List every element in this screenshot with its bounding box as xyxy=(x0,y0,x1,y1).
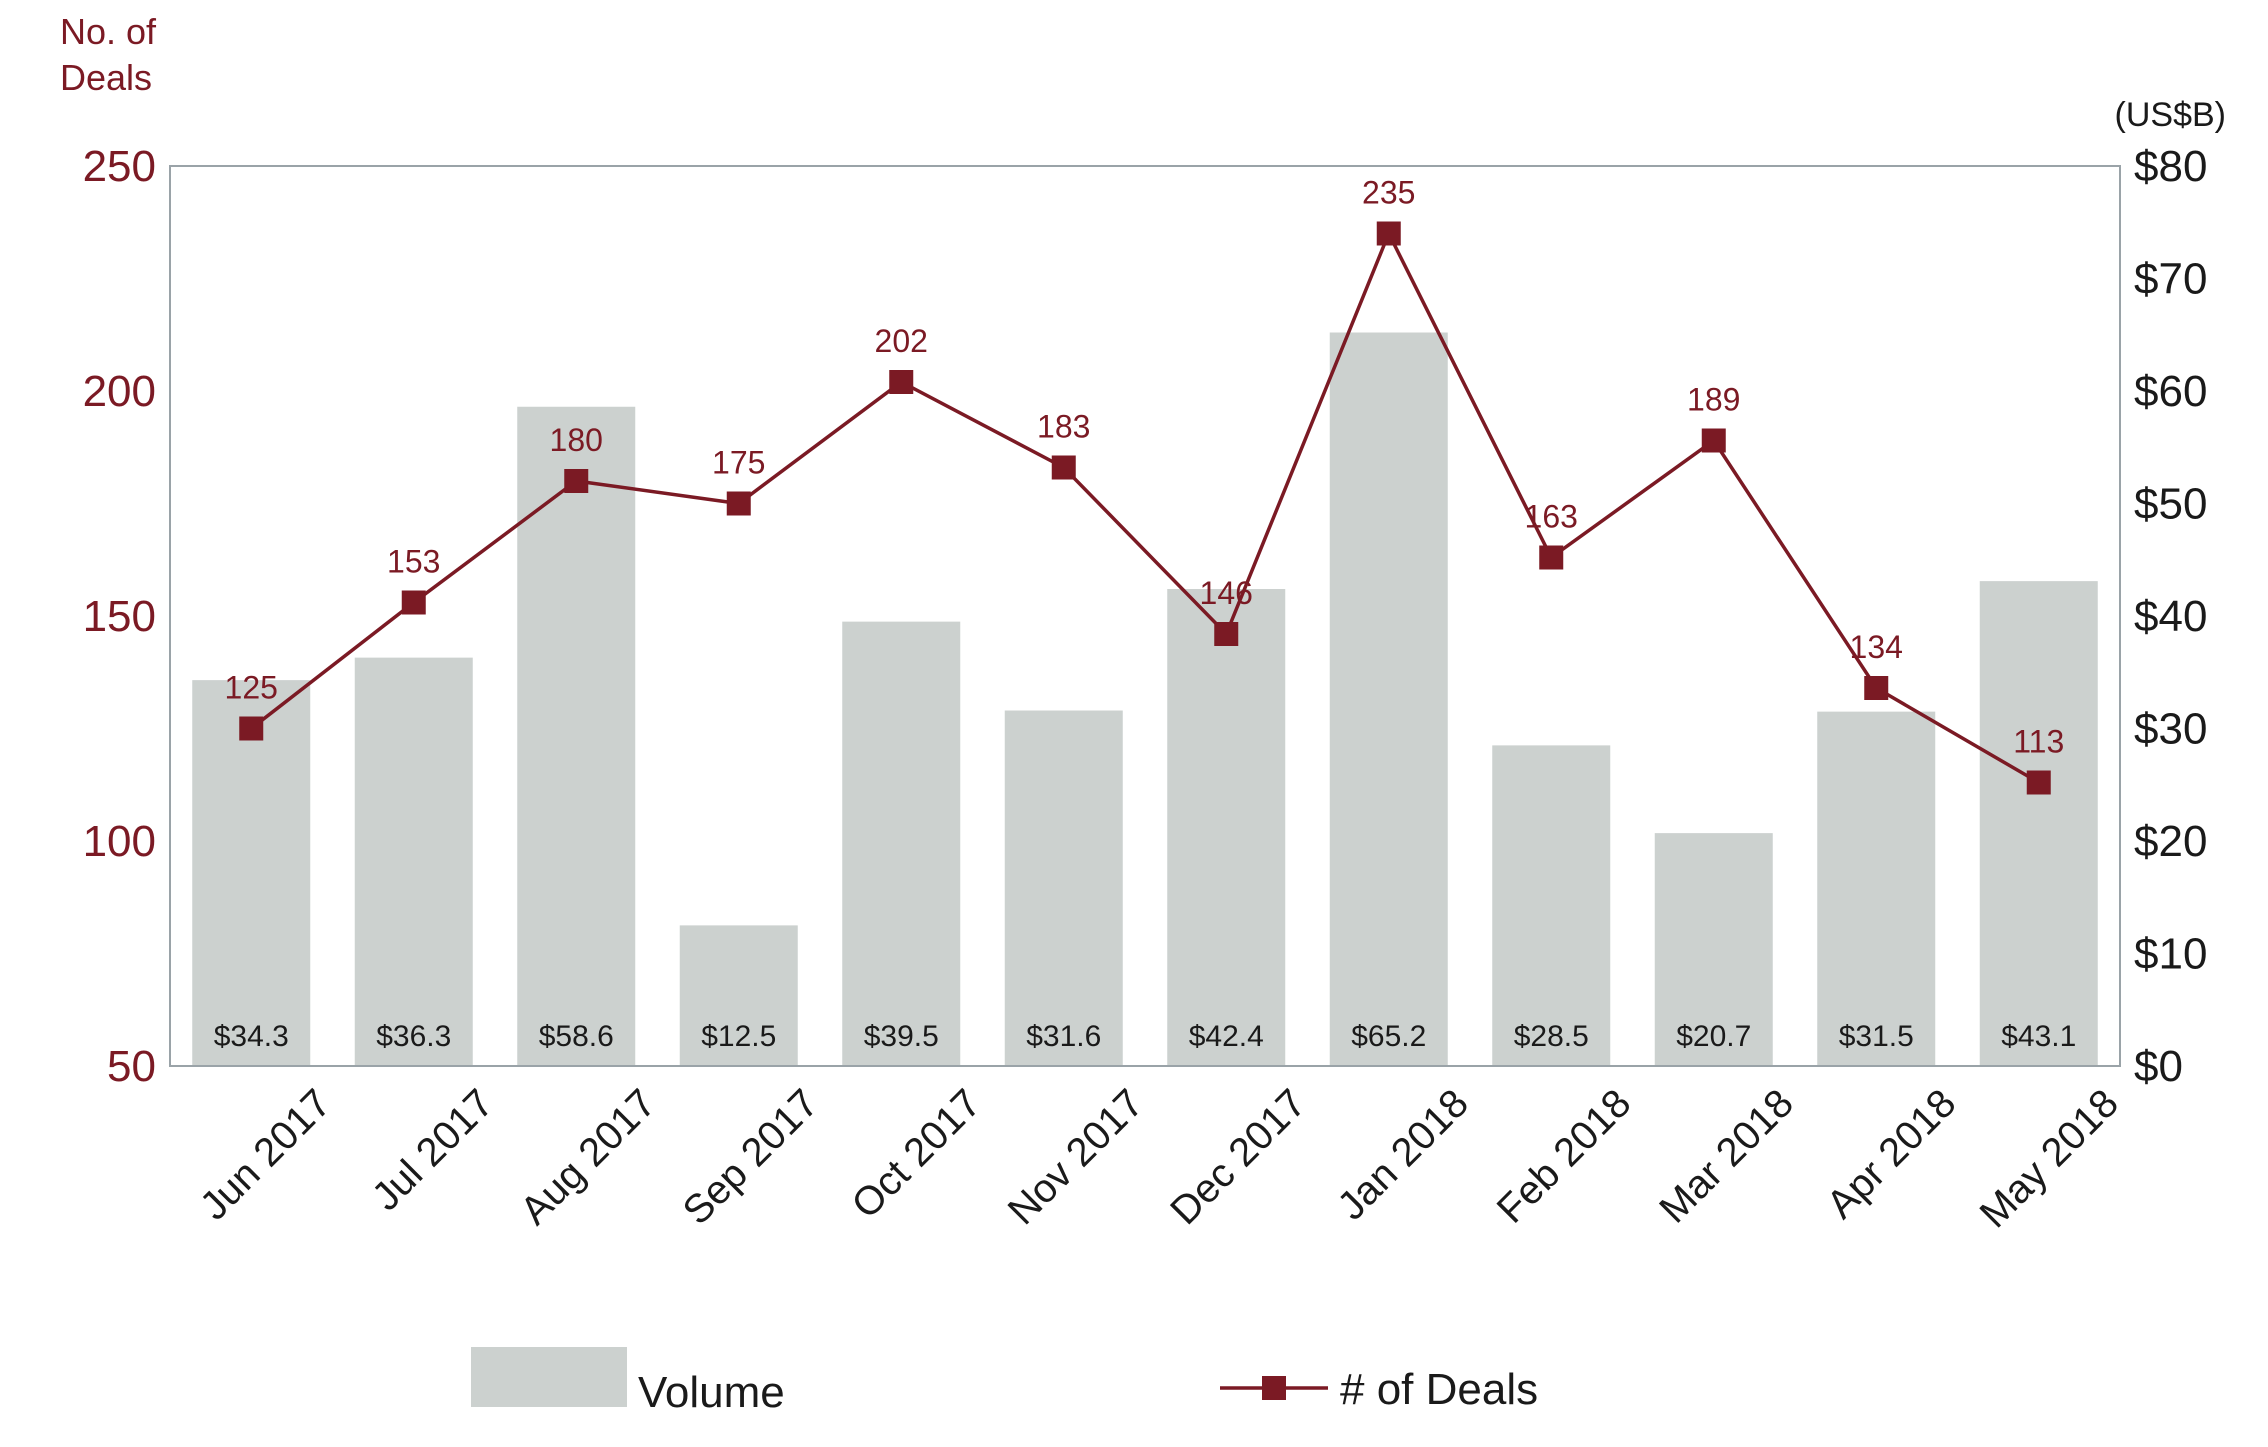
right-axis-tick-label: $70 xyxy=(2134,255,2207,304)
left-axis-title-line1: No. of xyxy=(60,11,157,52)
left-axis-tick-label: 250 xyxy=(83,142,156,191)
category-label: Dec 2017 xyxy=(1162,1081,1314,1233)
legend-deals-label: # of Deals xyxy=(1340,1365,1538,1414)
volume-bar xyxy=(192,680,311,1066)
category-label: Oct 2017 xyxy=(844,1081,990,1227)
deals-point-label: 235 xyxy=(1362,175,1415,211)
legend-volume-label: Volume xyxy=(638,1368,785,1417)
volume-bar-label: $58.6 xyxy=(539,1020,614,1053)
deals-marker xyxy=(1051,455,1076,480)
volume-bar-label: $39.5 xyxy=(864,1020,939,1053)
right-axis-tick-label: $80 xyxy=(2134,142,2207,191)
category-label: Apr 2018 xyxy=(1819,1081,1965,1227)
category-label: Jan 2018 xyxy=(1329,1081,1476,1228)
category-label: Nov 2017 xyxy=(1000,1081,1152,1233)
deals-point-label: 153 xyxy=(387,544,440,580)
deals-marker xyxy=(1376,221,1401,246)
deals-marker xyxy=(2026,770,2051,795)
volume-bar xyxy=(354,657,473,1066)
deals-point-label: 202 xyxy=(875,323,928,359)
deals-line xyxy=(250,229,2040,785)
volume-bar xyxy=(679,925,798,1066)
volume-bar xyxy=(842,621,961,1066)
category-label: Sep 2017 xyxy=(675,1081,827,1233)
deals-marker xyxy=(1864,676,1889,700)
deals-point-label: 180 xyxy=(550,422,603,458)
legend-volume-swatch xyxy=(471,1347,627,1407)
deals-marker xyxy=(726,491,751,516)
deals-marker xyxy=(239,716,264,741)
volume-bar-label: $31.5 xyxy=(1839,1020,1914,1053)
left-axis-tick-label: 50 xyxy=(107,1042,156,1091)
category-label: Jun 2017 xyxy=(192,1081,339,1228)
volume-bar-label: $65.2 xyxy=(1351,1020,1426,1053)
bars-layer xyxy=(192,332,2098,1066)
right-axis-tick-label: $40 xyxy=(2134,592,2207,641)
deals-point-label: 183 xyxy=(1037,409,1090,445)
deals-point-label: 146 xyxy=(1200,575,1253,611)
plot-frame xyxy=(169,165,2121,1067)
deals-marker xyxy=(1539,545,1564,570)
labels-layer: $34.3 $36.3 $58.6 $12.5 $39.5 $31.6 $42.4 $65.2… xyxy=(214,175,2077,1054)
right-axis-tick-label: $20 xyxy=(2134,817,2207,866)
deals-marker xyxy=(889,370,914,394)
deals-marker xyxy=(1701,428,1726,453)
left-axis-tick-label: 100 xyxy=(83,817,156,866)
volume-bar xyxy=(517,406,636,1066)
category-label: May 2018 xyxy=(1972,1081,2127,1236)
deals-point-label: 189 xyxy=(1687,382,1740,418)
legend: Volume # of Deals xyxy=(471,1347,1538,1417)
right-axis-title: (US$B) xyxy=(2115,96,2226,134)
volume-bar xyxy=(1979,581,2098,1066)
category-label: Jul 2017 xyxy=(364,1081,502,1219)
left-axis-title-line2: Deals xyxy=(60,57,152,98)
right-axis-tick-label: $50 xyxy=(2134,480,2207,529)
category-label: Mar 2018 xyxy=(1651,1081,1802,1232)
volume-bar xyxy=(1492,745,1611,1066)
category-label: Feb 2018 xyxy=(1489,1081,1640,1232)
deals-point-label: 134 xyxy=(1850,629,1903,665)
volume-bar xyxy=(1329,332,1448,1066)
volume-bar-label: $42.4 xyxy=(1189,1020,1264,1053)
volume-bar-label: $31.6 xyxy=(1026,1020,1101,1053)
deals-marker xyxy=(564,469,589,493)
deals-marker xyxy=(401,590,426,615)
left-axis-tick-label: 150 xyxy=(83,592,156,641)
volume-bar-label: $36.3 xyxy=(376,1020,451,1053)
deals-line-layer xyxy=(239,221,2051,795)
deals-point-label: 125 xyxy=(225,670,278,706)
volume-bar xyxy=(1167,589,1286,1066)
deals-point-label: 175 xyxy=(712,445,765,481)
right-axis-tick-label: $60 xyxy=(2134,367,2207,416)
left-axis-tick-label: 200 xyxy=(83,367,156,416)
volume-bar xyxy=(1817,711,1936,1066)
volume-bar-label: $12.5 xyxy=(701,1020,776,1053)
deals-point-label: 163 xyxy=(1525,499,1578,535)
right-axis-tick-label: $30 xyxy=(2134,705,2207,754)
right-axis-tick-label: $0 xyxy=(2134,1042,2183,1091)
deals-point-label: 113 xyxy=(2013,724,2064,760)
volume-bar-label: $20.7 xyxy=(1676,1020,1751,1053)
volume-bar-label: $28.5 xyxy=(1514,1020,1589,1053)
legend-deals-marker xyxy=(1262,1376,1286,1400)
deals-marker xyxy=(1214,622,1239,646)
volume-bar xyxy=(1004,710,1123,1066)
plot-border xyxy=(169,165,2121,1067)
right-axis-tick-label: $10 xyxy=(2134,930,2207,979)
category-label: Aug 2017 xyxy=(512,1081,664,1233)
volume-bar-label: $34.3 xyxy=(214,1020,289,1053)
volume-bar-label: $43.1 xyxy=(2001,1020,2076,1053)
volume-bar xyxy=(1654,833,1773,1066)
